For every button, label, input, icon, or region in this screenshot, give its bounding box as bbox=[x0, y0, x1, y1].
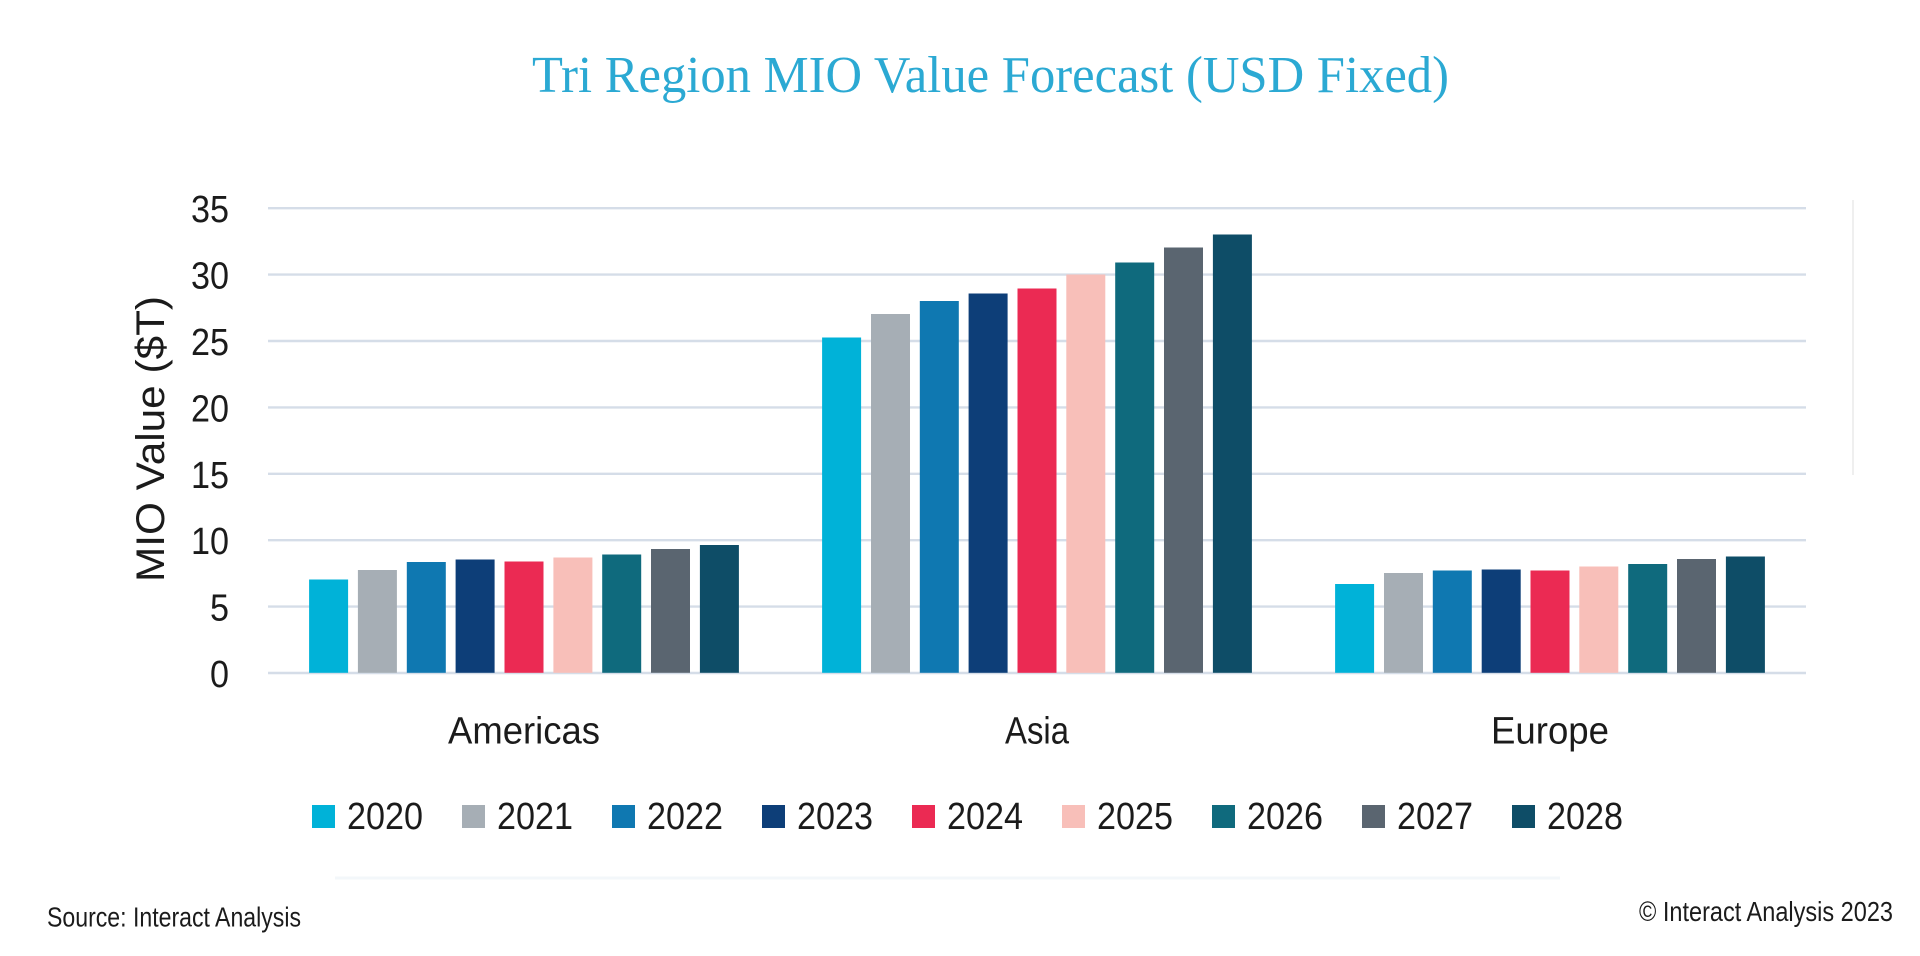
svg-text:15: 15 bbox=[191, 455, 229, 497]
svg-text:2027: 2027 bbox=[1397, 796, 1473, 838]
svg-text:25: 25 bbox=[191, 322, 229, 364]
svg-text:© Interact Analysis 2023: © Interact Analysis 2023 bbox=[1639, 896, 1893, 927]
svg-text:2025: 2025 bbox=[1097, 796, 1173, 838]
svg-text:30: 30 bbox=[191, 256, 229, 298]
svg-text:2028: 2028 bbox=[1547, 796, 1623, 838]
svg-text:0: 0 bbox=[210, 654, 229, 696]
svg-text:10: 10 bbox=[191, 521, 229, 563]
svg-text:2023: 2023 bbox=[797, 796, 873, 838]
svg-text:35: 35 bbox=[191, 189, 229, 231]
svg-text:20: 20 bbox=[191, 388, 229, 430]
svg-text:2026: 2026 bbox=[1247, 796, 1323, 838]
svg-text:2024: 2024 bbox=[947, 796, 1023, 838]
svg-text:Source: Interact Analysis: Source: Interact Analysis bbox=[47, 902, 301, 933]
svg-text:2020: 2020 bbox=[347, 796, 423, 838]
svg-text:Asia: Asia bbox=[1005, 711, 1070, 753]
svg-text:MIO Value ($T): MIO Value ($T) bbox=[129, 296, 173, 582]
svg-text:2022: 2022 bbox=[647, 796, 723, 838]
svg-text:Americas: Americas bbox=[448, 711, 600, 753]
svg-text:2021: 2021 bbox=[497, 796, 573, 838]
svg-text:Europe: Europe bbox=[1491, 711, 1609, 753]
svg-text:5: 5 bbox=[210, 588, 229, 630]
svg-text:Tri Region MIO Value Forecast: Tri Region MIO Value Forecast (USD Fixed… bbox=[532, 47, 1449, 104]
